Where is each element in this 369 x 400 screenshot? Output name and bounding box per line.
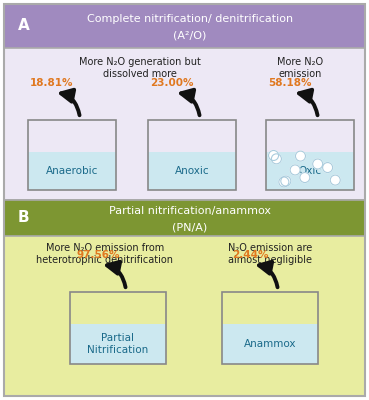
Circle shape — [296, 151, 306, 161]
Text: Oxic: Oxic — [299, 166, 321, 176]
Text: Anaerobic: Anaerobic — [46, 166, 98, 176]
Text: More N₂O
emission: More N₂O emission — [277, 57, 323, 78]
Circle shape — [313, 159, 323, 169]
Circle shape — [330, 175, 340, 185]
Text: N₂O emission are
almost negligible: N₂O emission are almost negligible — [228, 243, 312, 265]
Bar — [28, 120, 116, 190]
Circle shape — [323, 162, 332, 172]
Circle shape — [272, 154, 282, 164]
Bar — [222, 324, 318, 364]
Text: (A²/O): (A²/O) — [173, 30, 207, 40]
Circle shape — [290, 165, 300, 175]
Text: 23.00%: 23.00% — [150, 78, 194, 88]
Circle shape — [281, 176, 291, 186]
Bar — [4, 200, 365, 236]
Text: Complete nitrification/ denitrification: Complete nitrification/ denitrification — [87, 14, 293, 24]
Text: 58.18%: 58.18% — [268, 78, 312, 88]
Bar — [266, 152, 354, 190]
Text: 97.56%: 97.56% — [76, 250, 120, 260]
Text: Anoxic: Anoxic — [175, 166, 209, 176]
Bar — [4, 4, 365, 48]
Text: Partial nitrification/anammox: Partial nitrification/anammox — [109, 206, 271, 216]
Bar — [222, 292, 318, 364]
Bar — [28, 152, 116, 190]
Circle shape — [300, 172, 310, 182]
Bar — [148, 152, 236, 190]
Text: 18.81%: 18.81% — [30, 78, 74, 88]
Text: Partial
Nitrification: Partial Nitrification — [87, 334, 149, 355]
Text: More N₂O emission from
heterotrophic denitrification: More N₂O emission from heterotrophic den… — [37, 243, 173, 265]
Bar — [70, 324, 166, 364]
Text: A: A — [18, 18, 30, 34]
Text: Anammox: Anammox — [244, 339, 296, 349]
Circle shape — [269, 150, 279, 160]
Circle shape — [279, 177, 289, 187]
Bar — [70, 292, 166, 364]
Bar — [4, 200, 365, 396]
Text: B: B — [18, 210, 30, 226]
Bar — [4, 4, 365, 200]
Text: (PN/A): (PN/A) — [172, 222, 208, 232]
Bar — [266, 120, 354, 190]
Text: 2.44%: 2.44% — [232, 250, 268, 260]
Bar — [148, 120, 236, 190]
Text: More N₂O generation but
dissolved more: More N₂O generation but dissolved more — [79, 57, 201, 78]
